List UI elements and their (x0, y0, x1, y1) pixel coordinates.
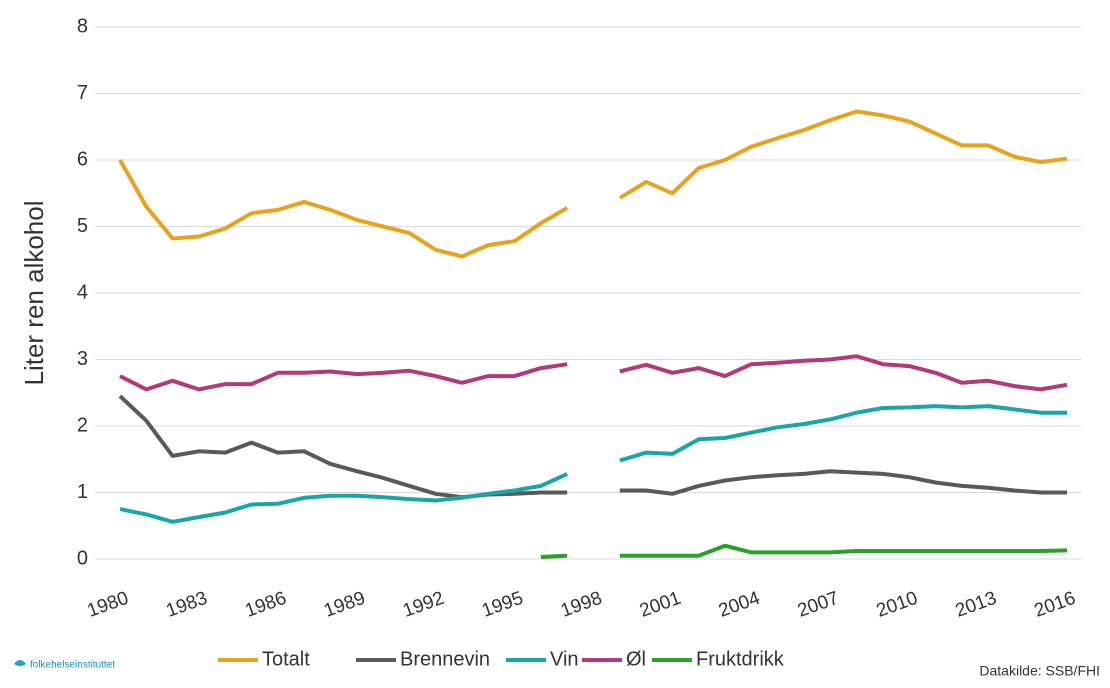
x-tick-label: 2001 (637, 588, 684, 622)
x-tick-label: 1992 (400, 588, 447, 622)
y-tick-label: 7 (77, 82, 88, 104)
x-tick-label: 2004 (716, 588, 763, 622)
y-tick-label: 0 (77, 547, 88, 569)
y-tick-label: 4 (77, 281, 88, 303)
legend-label: Øl (626, 648, 646, 670)
x-tick-label: 2007 (795, 588, 842, 622)
logo-icon (14, 660, 26, 666)
x-tick-label: 1980 (85, 588, 132, 622)
series-line (118, 394, 1067, 500)
y-axis-label: Liter ren alkohol (19, 201, 49, 386)
logo: folkehelseinstituttet (14, 660, 115, 671)
series-line (540, 543, 1068, 559)
x-tick-label: 1983 (163, 588, 210, 622)
series-line (119, 404, 1067, 524)
x-tick-label: 2010 (874, 588, 921, 622)
x-tick-label: 1989 (321, 588, 368, 622)
x-tick-label: 2016 (1032, 588, 1079, 622)
legend-label: Totalt (262, 648, 310, 670)
y-tick-label: 5 (77, 215, 88, 237)
series-line (119, 354, 1068, 392)
y-tick-label: 6 (77, 148, 88, 170)
x-tick-label: 1986 (242, 588, 289, 622)
legend-label: Vin (550, 648, 579, 670)
x-tick-label: 1998 (558, 588, 605, 622)
legend-label: Brennevin (400, 648, 490, 670)
y-tick-label: 2 (77, 414, 88, 436)
y-tick-label: 3 (77, 348, 88, 370)
legend-label: Fruktdrikk (696, 648, 785, 670)
source-note: Datakilde: SSB/FHI (979, 663, 1100, 679)
series-line (118, 109, 1068, 259)
x-tick-label: 1995 (479, 588, 526, 622)
x-tick-label: 2013 (953, 588, 1000, 622)
y-tick-label: 1 (77, 481, 88, 503)
y-tick-label: 8 (77, 15, 88, 37)
logo-text: folkehelseinstituttet (30, 660, 115, 671)
